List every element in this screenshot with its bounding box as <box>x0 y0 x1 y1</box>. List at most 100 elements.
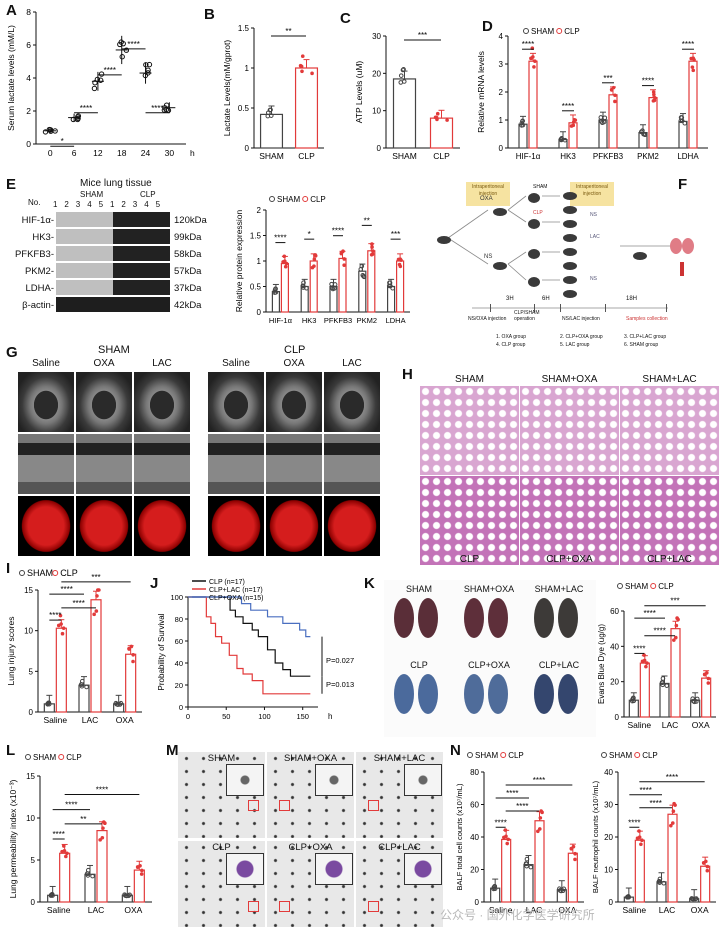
y-tick-label: 4 <box>499 32 504 41</box>
y-axis-label: BALF neutrophil counts (x10⁷/mL) <box>591 780 600 893</box>
balf-zoom-inset <box>226 764 264 796</box>
y-tick-label: 3 <box>499 60 504 69</box>
data-point <box>342 263 346 267</box>
evans-label: SHAM+LAC <box>534 584 584 594</box>
schema-clp: CLP <box>533 210 543 216</box>
data-point <box>135 865 140 870</box>
survival-curve <box>188 596 311 695</box>
blot-lane-number: 5 <box>155 200 161 209</box>
bar <box>90 599 102 713</box>
evans-lung-lobe <box>464 674 484 714</box>
bar <box>84 873 96 903</box>
y-tick-label: 40 <box>610 642 619 651</box>
he-grid: SHAM SHAM+OXA SHAM+LAC CLP CLP+OXA CLP+LAC <box>420 374 720 566</box>
data-point <box>398 73 404 78</box>
sig-label: **** <box>562 102 574 111</box>
data-point <box>573 851 577 856</box>
sig-label: **** <box>151 104 163 113</box>
data-point <box>706 681 711 685</box>
data-point <box>664 683 670 688</box>
legend-marker-clp <box>52 570 59 576</box>
data-point <box>146 61 153 68</box>
data-point <box>145 67 151 73</box>
data-point <box>282 259 287 263</box>
balf-roi-box <box>368 800 379 811</box>
bar <box>678 120 688 149</box>
category-label: PFKFB3 <box>324 316 352 325</box>
bar <box>392 78 417 149</box>
panel-letter-n: N <box>450 742 461 759</box>
balf-label: CLP+LAC <box>378 842 421 853</box>
bar <box>667 813 678 903</box>
legend-sham: SHAM <box>625 582 648 591</box>
data-point <box>435 117 439 122</box>
data-point <box>265 110 271 116</box>
ct-slice <box>134 372 190 432</box>
legend-marker-sham <box>523 28 529 34</box>
data-point <box>62 849 67 853</box>
data-point <box>127 647 131 651</box>
schema-sham: SHAM <box>533 184 548 190</box>
balf-roi-box <box>279 901 290 912</box>
schema-step-2: CLP/SHAM operation <box>514 310 540 322</box>
x-tick-label: 100 <box>258 712 271 721</box>
he-label: CLP <box>459 554 480 565</box>
y-tick-label: 0 <box>31 898 36 907</box>
legend-marker-clp <box>556 28 563 34</box>
balf-roi-box <box>248 800 259 811</box>
data-point <box>660 682 665 688</box>
sig-label: *** <box>91 573 100 582</box>
sig-label: *** <box>391 230 400 239</box>
blot-row-label: PFKFB3- <box>14 249 54 260</box>
data-point <box>50 893 55 898</box>
data-point <box>92 80 98 86</box>
y-axis-label: Serum lactate levels (mM/L) <box>6 25 16 131</box>
category-label: 24 <box>141 148 151 158</box>
ct-slice <box>18 434 74 494</box>
data-point <box>273 290 279 295</box>
data-point <box>298 63 303 68</box>
legend-clp: CLP <box>60 568 78 578</box>
y-tick-label: 1 <box>245 64 250 73</box>
y-tick-label: 5 <box>31 856 36 865</box>
sig-label: **** <box>682 40 694 49</box>
data-point <box>626 895 632 900</box>
y-tick-label: 40 <box>470 833 479 842</box>
lung-3d-render <box>76 496 132 556</box>
data-point <box>313 253 317 257</box>
chart-k-evans-blue: 0 20 40 60 Evans Blue Dye (ug/g) Saline LAC OXA… <box>597 582 716 730</box>
data-point <box>531 55 535 59</box>
bar <box>639 662 650 718</box>
data-point <box>572 117 577 122</box>
chart-n-total-cells: 0 20 40 60 80 BALF total cell counts (x10⁷/mL… <box>455 751 584 915</box>
schema-oxa: OXA <box>480 196 493 202</box>
data-point <box>638 129 644 135</box>
ip-injection-box-1: Intraperitoneal injection <box>466 182 510 206</box>
data-point <box>705 868 710 873</box>
data-point <box>304 285 309 291</box>
y-tick-label: 10 <box>26 814 35 823</box>
data-point <box>94 609 99 613</box>
category-label: CLP <box>433 151 450 161</box>
sig-label: * <box>61 137 64 146</box>
data-point <box>124 893 129 899</box>
data-point <box>694 699 699 704</box>
y-tick-label: 10 <box>372 107 381 116</box>
data-point <box>300 69 304 74</box>
legend-label: CLP+LAC (n=17) <box>209 587 263 594</box>
category-label: HIF-1α <box>516 152 541 161</box>
evans-label: CLP <box>410 660 428 670</box>
chart-l-permeability: 0 5 10 15 Lung permeability index (x10⁻³) Sal… <box>8 753 152 915</box>
blot-row-label: HIF-1α- <box>21 215 54 226</box>
x-tick-label: 150 <box>296 712 309 721</box>
blot-kda: 58kDa <box>174 249 202 260</box>
y-tick-label: 20 <box>604 833 613 842</box>
ct-slice <box>18 372 74 432</box>
blot-group-clp: CLP <box>140 190 156 199</box>
y-tick-label: 0 <box>179 703 183 712</box>
data-point <box>117 41 123 48</box>
blot-row-label: HK3- <box>32 232 54 243</box>
data-point <box>598 115 604 120</box>
legend-clp: CLP <box>310 195 326 204</box>
